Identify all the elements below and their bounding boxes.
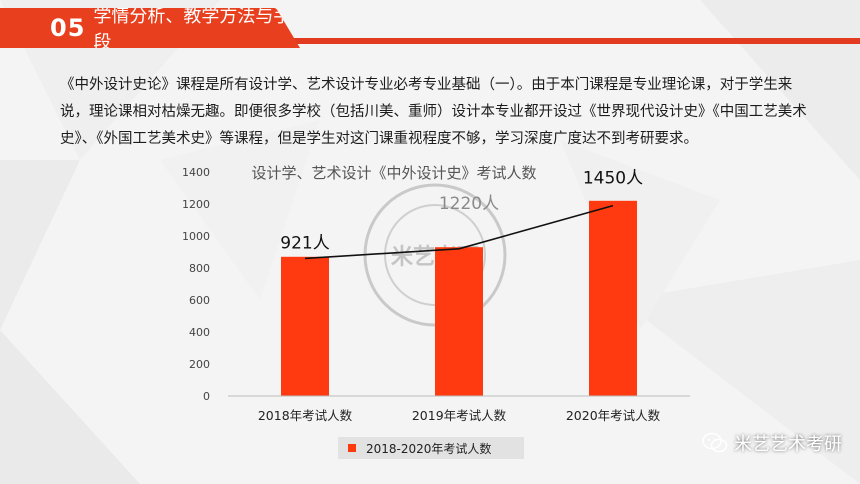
watermark-logo: 米艺考研 xyxy=(363,183,507,327)
section-title: 学情分析、教学方法与手段 xyxy=(93,6,292,53)
brand-watermark: 米艺艺术考研 xyxy=(702,430,842,456)
header-tab: 05 学情分析、教学方法与手段 xyxy=(0,8,300,48)
intro-paragraph: 《中外设计史论》课程是所有设计学、艺术设计专业必考专业基础（一）。由于本门课程是… xyxy=(60,77,807,147)
header-rule xyxy=(0,38,860,44)
wechat-icon xyxy=(702,432,728,453)
watermark-center-text: 米艺考研 xyxy=(391,244,479,270)
brand-label: 米艺艺术考研 xyxy=(734,434,842,455)
section-header: 05 学情分析、教学方法与手段 xyxy=(0,8,860,48)
section-number: 05 xyxy=(50,14,86,42)
